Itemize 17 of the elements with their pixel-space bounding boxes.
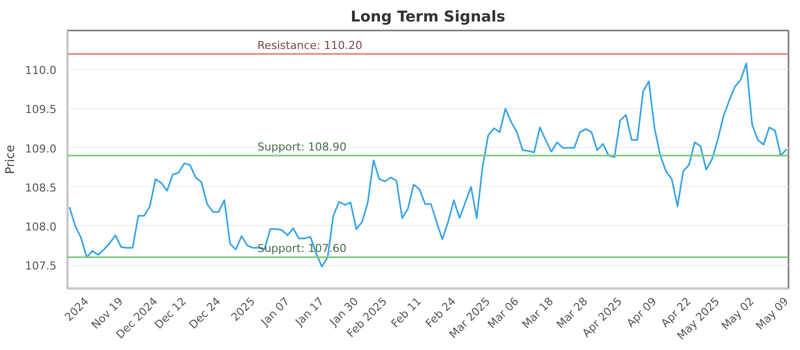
y-tick-label: 109.5 [25, 103, 57, 116]
x-tick-label: Dec 24 [186, 294, 224, 332]
y-tick-label: 108.5 [25, 181, 57, 194]
y-axis-title: Price [3, 144, 18, 174]
x-tick-label: Jan 07 [258, 294, 292, 330]
y-tick-label: 108.0 [25, 220, 57, 234]
chart-title: Long Term Signals [350, 8, 506, 26]
line-series [68, 62, 788, 268]
ref-line-label: Resistance: 110.20 [257, 38, 362, 52]
x-tick-label: Jan 17 [292, 294, 326, 330]
y-tick-label: 110.0 [25, 64, 57, 78]
x-tick-label: Apr 09 [624, 294, 660, 330]
y-tick-label: 109.0 [25, 142, 57, 156]
y-tick-label: 107.5 [25, 260, 57, 273]
x-tick-label: Mar 18 [520, 294, 556, 332]
ref-line-label: Support: 108.90 [257, 140, 347, 154]
x-tick-label: Feb 11 [388, 294, 424, 330]
